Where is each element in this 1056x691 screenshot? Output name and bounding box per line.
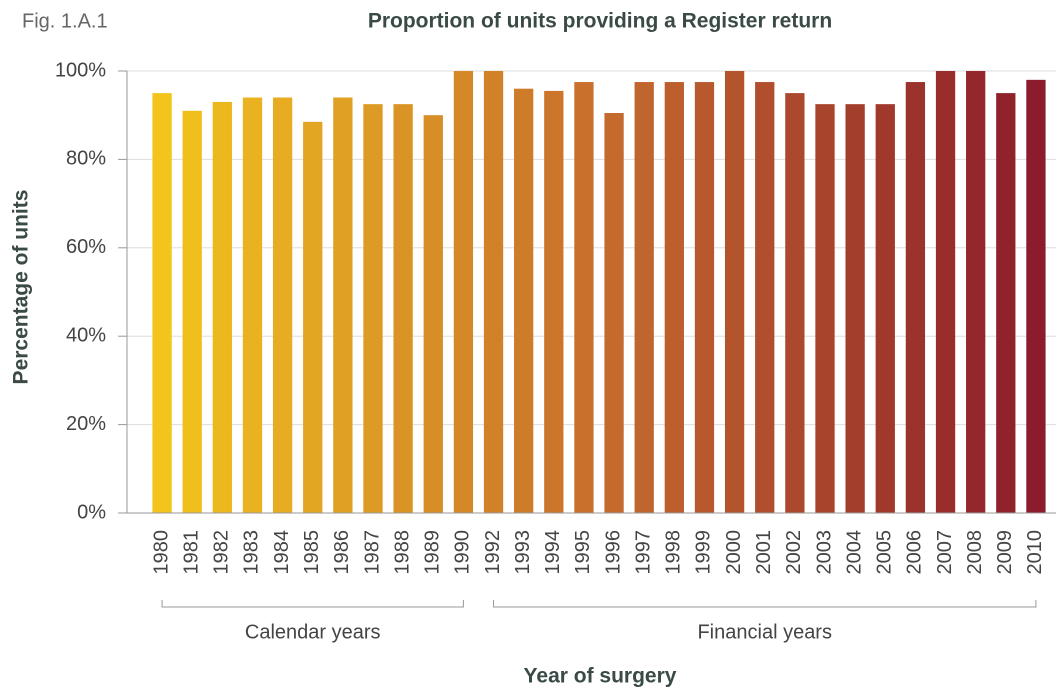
bar [935, 71, 956, 513]
x-tick-label: 1986 [331, 530, 353, 575]
x-tick-label: 2001 [753, 530, 775, 575]
bar [544, 90, 564, 513]
bar [845, 104, 865, 514]
x-tick-label: 1990 [452, 530, 474, 575]
bar [182, 110, 202, 513]
x-tick-label: 1999 [693, 530, 715, 575]
y-tick-label: 60% [66, 236, 106, 258]
group-bracket [161, 600, 464, 608]
bar [815, 104, 835, 514]
x-tick-label: 2006 [904, 530, 926, 575]
bar [574, 82, 594, 514]
x-tick-label: 2010 [1024, 530, 1046, 575]
bar [604, 112, 624, 514]
x-tick-label: 1987 [361, 530, 383, 575]
bar [875, 104, 895, 514]
x-tick-label: 1993 [512, 530, 534, 575]
bar [303, 121, 323, 513]
bar [514, 88, 534, 514]
y-tick-label: 40% [66, 324, 106, 346]
y-tick-label: 0% [77, 501, 106, 523]
y-tick-label: 20% [66, 413, 106, 435]
bar [664, 82, 684, 514]
x-tick-label: 2004 [843, 530, 865, 575]
x-axis-title: Year of surgery [524, 665, 677, 688]
x-tick-label: 1997 [632, 530, 654, 575]
x-tick-label: 2005 [874, 530, 896, 575]
bar [212, 101, 232, 513]
bar [724, 71, 745, 513]
x-tick-label: 1989 [422, 530, 444, 575]
bar [393, 104, 413, 514]
x-tick-label: 1984 [271, 530, 293, 575]
x-tick-label: 1995 [572, 530, 594, 575]
bar [755, 82, 775, 514]
bar [363, 104, 383, 514]
bar [694, 82, 715, 514]
x-tick-label: 1988 [391, 530, 413, 575]
group-label: Financial years [697, 621, 832, 643]
bar [423, 115, 443, 513]
x-tick-label: 2008 [964, 530, 986, 575]
bar [785, 93, 805, 513]
bar [272, 97, 293, 514]
x-tick-label: 1985 [301, 530, 323, 575]
bar [996, 93, 1016, 513]
x-tick-label: 1994 [542, 530, 564, 575]
x-tick-label: 2007 [934, 530, 956, 575]
x-tick-label: 2002 [783, 530, 805, 575]
chart-title: Proportion of units providing a Register… [368, 10, 832, 33]
x-tick-label: 1982 [211, 530, 233, 575]
bar [242, 97, 263, 514]
bar [333, 97, 353, 514]
x-tick-label: 1998 [663, 530, 685, 575]
bar [453, 71, 474, 513]
x-tick-label: 2000 [723, 530, 745, 575]
bar [483, 71, 504, 513]
group-bracket [493, 600, 1037, 608]
y-tick-label: 80% [66, 148, 106, 170]
y-axis-title: Percentage of units [10, 190, 33, 385]
x-tick-label: 1980 [150, 530, 172, 575]
y-tick-label: 100% [55, 59, 106, 81]
x-tick-label: 1983 [241, 530, 263, 575]
bar [1026, 79, 1046, 513]
bar [152, 93, 172, 513]
group-label: Calendar years [245, 621, 381, 643]
x-tick-label: 1996 [602, 530, 624, 575]
x-tick-label: 1992 [482, 530, 504, 575]
figure-label: Fig. 1.A.1 [22, 10, 108, 32]
bar [905, 82, 926, 514]
x-tick-label: 2009 [994, 530, 1016, 575]
x-tick-label: 2003 [813, 530, 835, 575]
bar [966, 71, 986, 513]
x-tick-label: 1981 [180, 530, 202, 575]
bar [634, 82, 654, 514]
